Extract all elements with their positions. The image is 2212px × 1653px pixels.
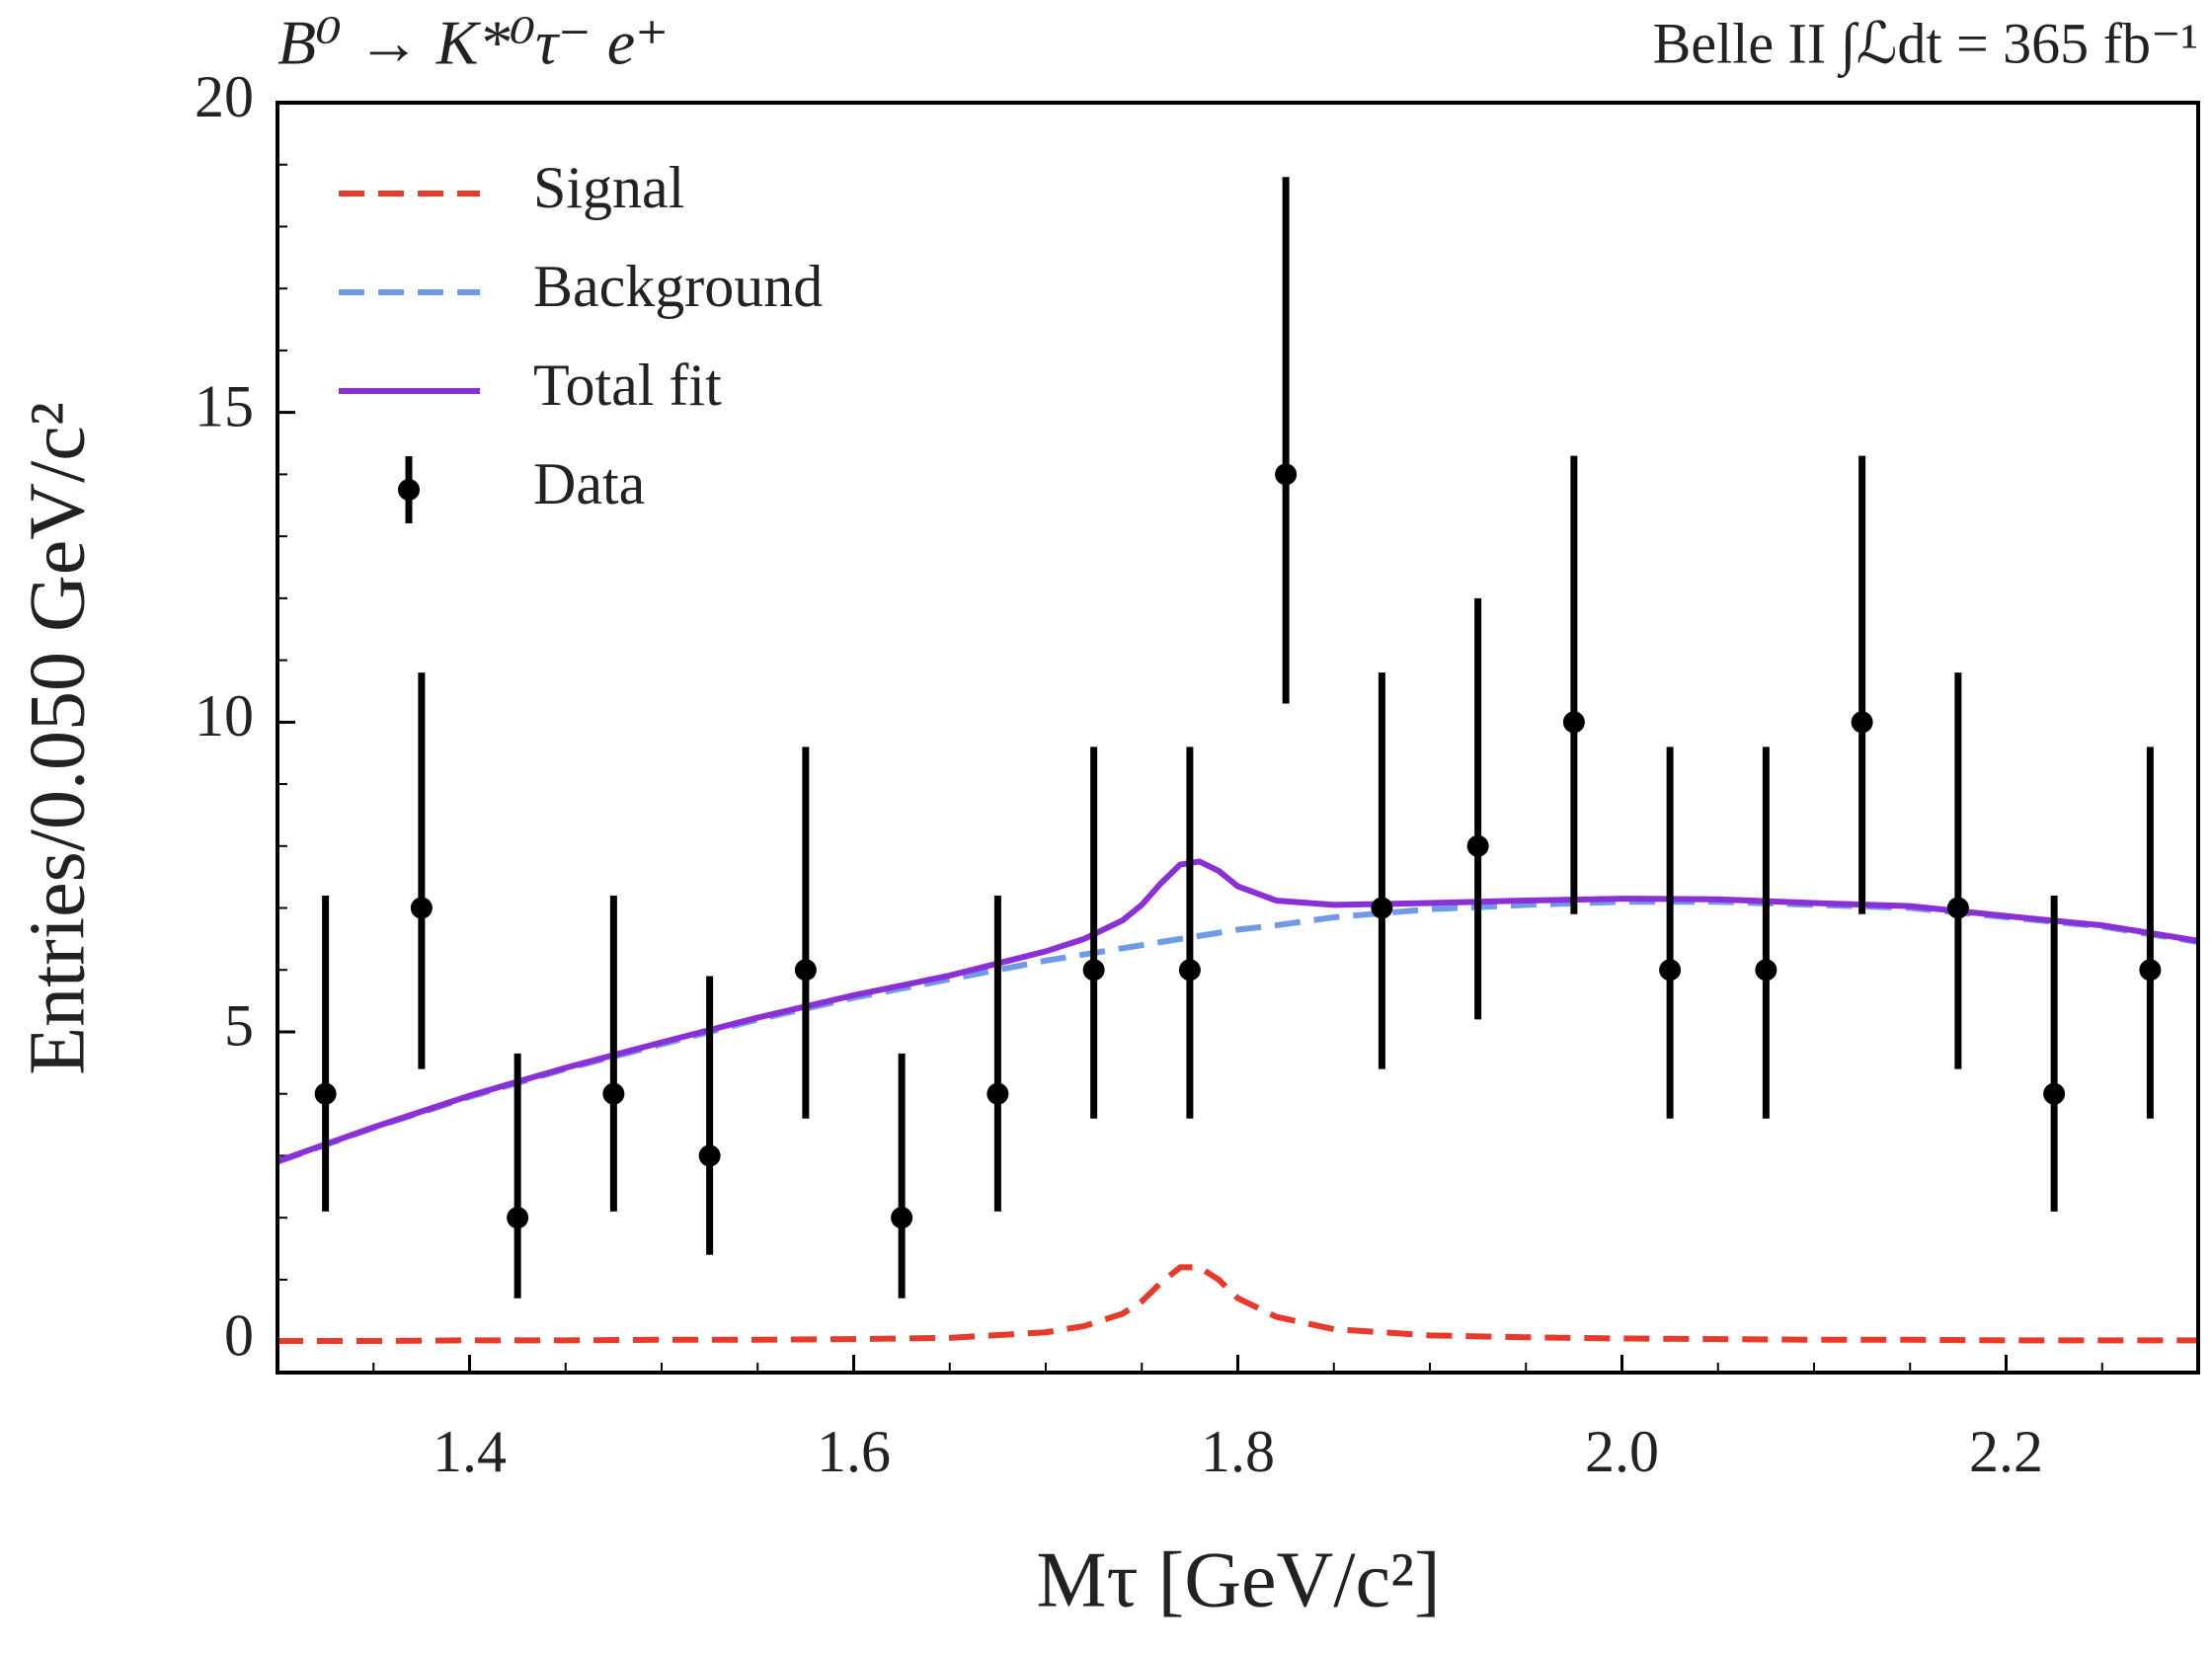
data-point (507, 1207, 529, 1229)
fit-line (277, 899, 2198, 1165)
data-point (2139, 959, 2162, 982)
x-tick-label: 1.4 (433, 1419, 507, 1484)
legend-label: Background (533, 254, 823, 319)
legend-label: Total fit (533, 353, 722, 418)
fit-line (277, 858, 2198, 1164)
plot-frame (276, 101, 2200, 1375)
chart-subtitle: Belle II ∫ℒdt = 365 fb⁻¹ (1653, 11, 2198, 78)
data-point (1755, 959, 1778, 982)
y-tick-label: 10 (195, 683, 254, 748)
data-point (2043, 1082, 2066, 1105)
x-tick-label: 2.2 (1969, 1419, 2043, 1484)
y-tick-label: 20 (195, 64, 254, 129)
data-point (987, 1082, 1009, 1105)
data-point (698, 1144, 721, 1167)
data-point (1466, 834, 1489, 857)
data-point (1082, 959, 1105, 982)
data-point (1562, 711, 1585, 734)
chart-title: B⁰ → K*⁰τ⁻ e⁺ (277, 8, 669, 78)
data-point (891, 1207, 913, 1229)
y-tick-label: 5 (224, 993, 254, 1059)
data-point (1178, 959, 1201, 982)
y-axis-label: Entries/0.050 GeV/c² (14, 402, 101, 1075)
data-point (1851, 711, 1873, 734)
legend-label: Signal (533, 155, 684, 220)
fit-line (277, 1264, 2198, 1345)
x-tick-label: 1.8 (1201, 1419, 1275, 1484)
data-point (1371, 897, 1393, 919)
data-point (794, 959, 817, 982)
x-tick-label: 1.6 (817, 1419, 891, 1484)
y-tick-label: 0 (224, 1302, 254, 1368)
y-tick-label: 15 (195, 373, 254, 438)
x-tick-label: 2.0 (1585, 1419, 1659, 1484)
data-point (1659, 959, 1682, 982)
data-point (314, 1082, 337, 1105)
legend-label: Data (533, 451, 645, 516)
data-point (602, 1082, 625, 1105)
data-point (1946, 897, 1969, 919)
data-point (1275, 463, 1298, 486)
x-axis-label: Mτ [GeV/c²] (1036, 1536, 1440, 1623)
legend-swatch (398, 479, 420, 501)
data-point (410, 897, 433, 919)
